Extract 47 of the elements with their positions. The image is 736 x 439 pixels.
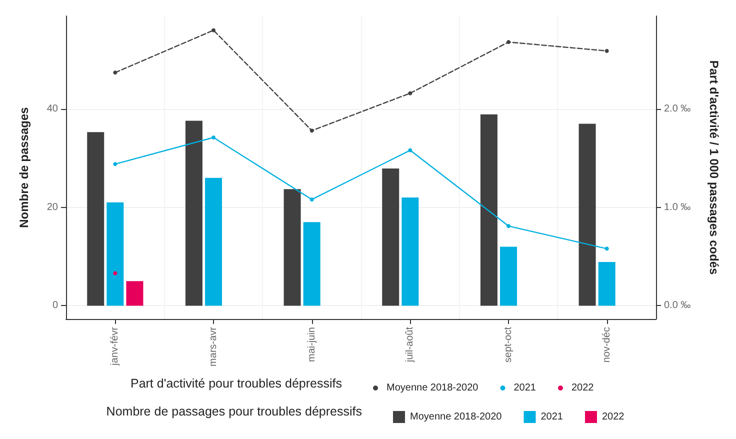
y2-tick-label: 2.0 ‰ <box>664 103 691 114</box>
legend-label: 2022 <box>571 382 594 394</box>
legend-label: 2021 <box>514 382 536 394</box>
x-tick-label: janv-févr <box>110 326 121 366</box>
point <box>408 148 412 152</box>
point <box>113 162 118 166</box>
x-tick-label: juil-août <box>404 326 416 364</box>
bar <box>382 168 400 306</box>
bar <box>303 222 320 306</box>
x-tick-label: sept-oct <box>503 326 514 363</box>
y-tick-label: 0 <box>52 300 58 312</box>
text: Part d'activité pour troubles dépressifs <box>130 376 342 390</box>
bar <box>106 202 124 306</box>
y-tick-label: 20 <box>46 202 58 213</box>
bar <box>500 246 517 306</box>
bar <box>185 120 202 306</box>
x-tick-label: mai-juin <box>306 327 318 362</box>
point <box>408 91 412 96</box>
y-axis-title: Nombre de passages <box>17 106 31 228</box>
legend-label: 2021 <box>540 412 564 422</box>
point <box>113 70 118 75</box>
bar <box>205 178 222 306</box>
point <box>506 224 510 228</box>
bar <box>480 114 498 306</box>
point <box>310 128 314 133</box>
y2-axis-title: Part d'activité / 1 000 passages codés <box>707 60 721 275</box>
bar <box>402 198 419 306</box>
x-tick-label: nov-déc <box>601 327 612 363</box>
text: Nombre de passages pour troubles dépressifs <box>106 404 362 418</box>
bar <box>284 189 301 306</box>
legend-label: Moyenne 2018-2020 <box>410 412 502 422</box>
bar <box>578 124 596 306</box>
legend-label: Moyenne 2018-2020 <box>386 382 479 394</box>
bar <box>126 281 144 306</box>
x-tick-label: mars-avr <box>208 326 219 366</box>
point <box>604 246 609 251</box>
y2-tick-label: 1.0 ‰ <box>664 202 691 213</box>
point <box>310 197 314 202</box>
point <box>212 135 216 140</box>
bar <box>87 132 104 306</box>
y-tick-label: 40 <box>46 103 58 114</box>
y2-tick-label: 0.0 ‰ <box>664 300 691 312</box>
legend-label: 2022 <box>602 412 625 422</box>
point <box>212 28 216 32</box>
point <box>506 40 510 44</box>
point <box>604 48 609 53</box>
bar <box>598 262 616 306</box>
